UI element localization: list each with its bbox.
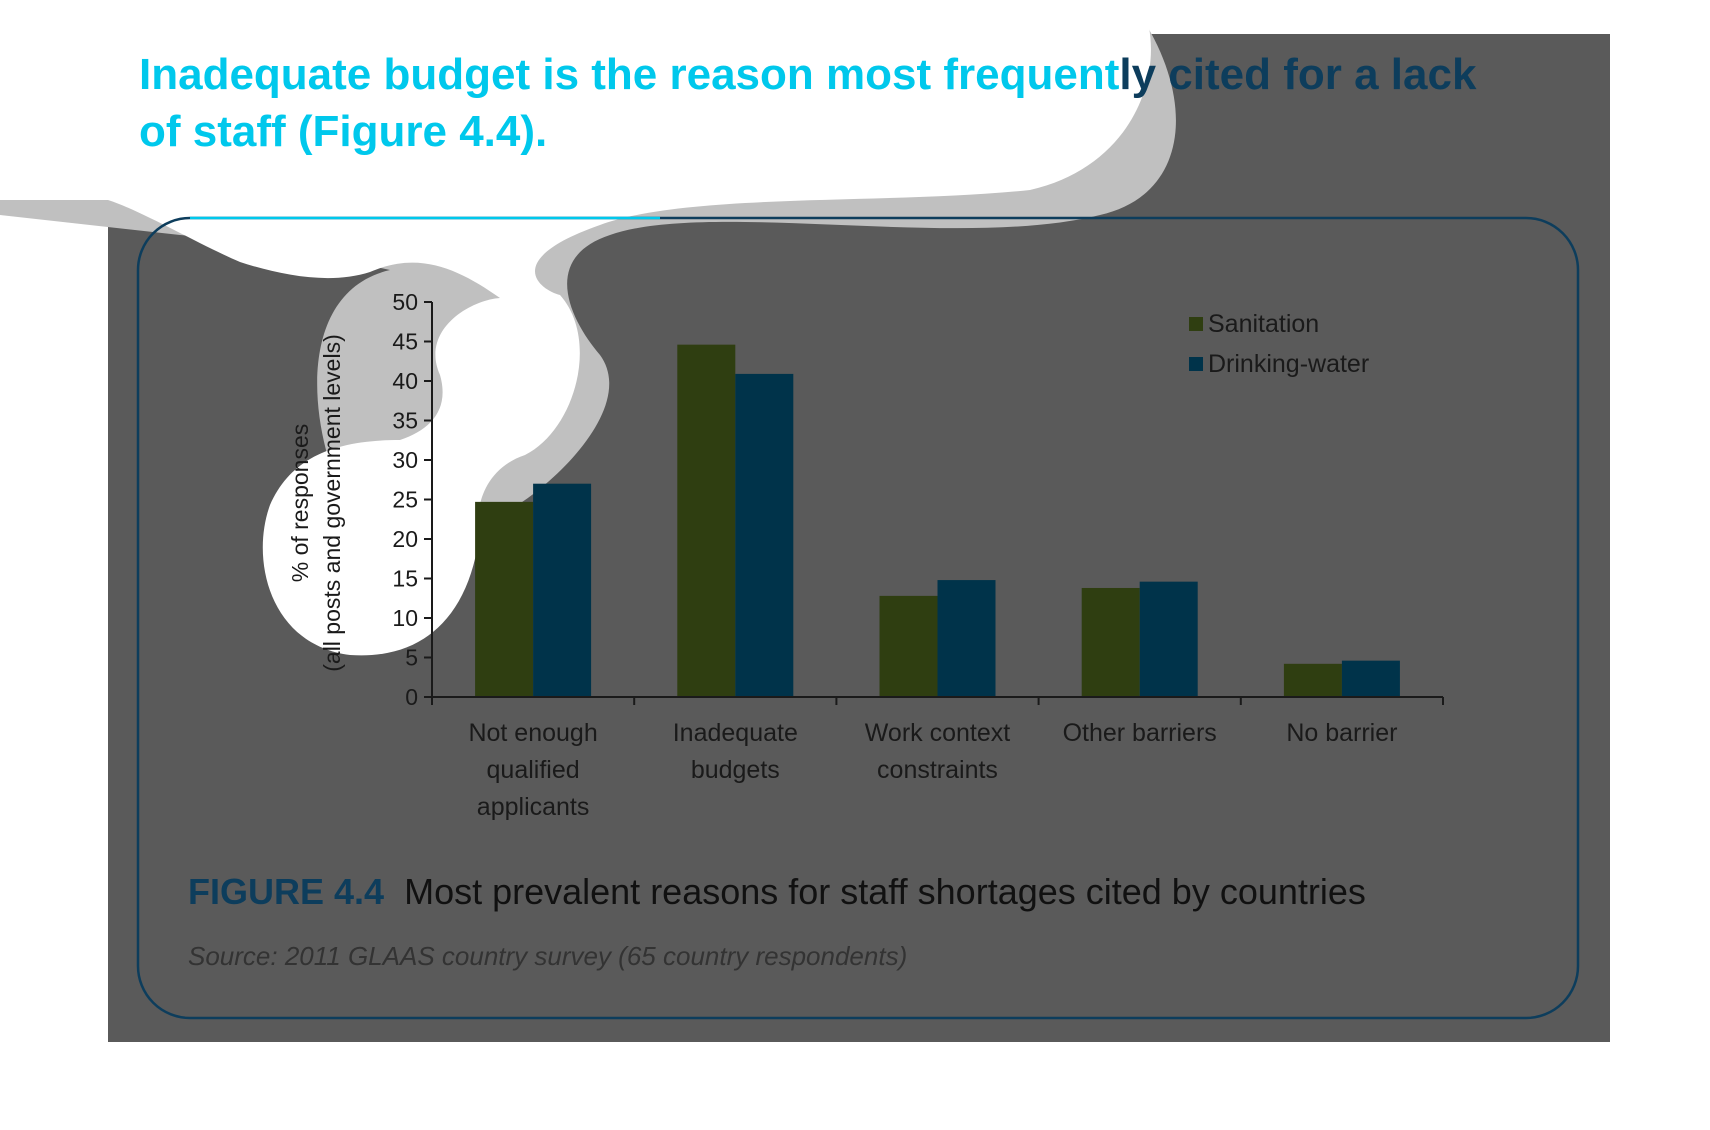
y-tick-label: 50	[392, 289, 418, 315]
y-tick-label: 20	[392, 526, 418, 552]
x-tick-label: constraints	[877, 756, 998, 784]
headline-line-2: of staff (Figure 4.4).	[139, 107, 548, 156]
legend-label-drinking-water: Drinking-water	[1208, 350, 1369, 378]
decorative-blob	[0, 0, 1151, 656]
bar-drinking-water-1	[735, 373, 794, 697]
bar-sanitation-0	[475, 501, 534, 697]
y-tick-label: 10	[392, 605, 418, 631]
x-tick-label: Work context	[865, 719, 1010, 747]
headline-text-light: Inadequate budget is the reason most fre…	[139, 50, 1120, 99]
bar-sanitation-3	[1081, 587, 1140, 697]
bar-drinking-water-2	[937, 580, 996, 697]
y-tick-label: 45	[392, 329, 418, 355]
x-tick-label: qualified	[487, 756, 580, 784]
chart-bars	[475, 344, 1400, 697]
figure-label: FIGURE 4.4	[188, 871, 384, 912]
y-axis-title-line1: % of responses	[287, 424, 313, 583]
chart-legend: Sanitation Drinking-water	[1189, 310, 1369, 378]
x-tick-labels: Not enough qualified applicants Inadequate b…	[468, 719, 1397, 821]
x-tick-label: Other barriers	[1063, 719, 1217, 747]
x-tick-label: No barrier	[1286, 719, 1397, 747]
y-tick-label: 25	[392, 487, 418, 513]
legend-label-sanitation: Sanitation	[1208, 310, 1319, 338]
y-tick-label: 35	[392, 408, 418, 434]
x-tick-label: applicants	[477, 793, 590, 821]
bar-sanitation-4	[1283, 663, 1342, 697]
x-tick-label: Inadequate	[673, 719, 798, 747]
y-axis-title-line2: (all posts and government levels)	[319, 334, 345, 672]
bar-sanitation-2	[879, 595, 938, 697]
x-tick-label: budgets	[691, 756, 780, 784]
page-headline: Inadequate budget is the reason most fre…	[139, 46, 1599, 160]
figure-frame	[136, 216, 1580, 1020]
legend-swatch-drinking-water	[1189, 357, 1203, 371]
y-ticks: 0 5 10 15 20 25 30 35 40 45 50	[392, 289, 432, 710]
bar-drinking-water-4	[1341, 660, 1400, 697]
y-tick-label: 40	[392, 368, 418, 394]
x-ticks	[431, 697, 1444, 705]
legend-swatch-sanitation	[1189, 317, 1203, 331]
bar-drinking-water-0	[533, 483, 592, 697]
y-tick-label: 30	[392, 447, 418, 473]
y-tick-label: 15	[392, 566, 418, 592]
bar-chart: 0 5 10 15 20 25 30 35 40 45 50 Not enough qualified…	[287, 289, 1444, 821]
figure-caption: FIGURE 4.4 Most prevalent reasons for st…	[188, 871, 1366, 912]
y-tick-label: 5	[405, 645, 418, 671]
y-tick-label: 0	[405, 684, 418, 710]
figure-source: Source: 2011 GLAAS country survey (65 co…	[188, 941, 907, 971]
bar-sanitation-1	[677, 344, 736, 697]
headline-text-dark: ly cited for a lack	[1119, 50, 1477, 99]
figure-title: Most prevalent reasons for staff shortag…	[404, 871, 1366, 912]
bar-drinking-water-3	[1139, 581, 1198, 697]
x-tick-label: Not enough	[468, 719, 597, 747]
